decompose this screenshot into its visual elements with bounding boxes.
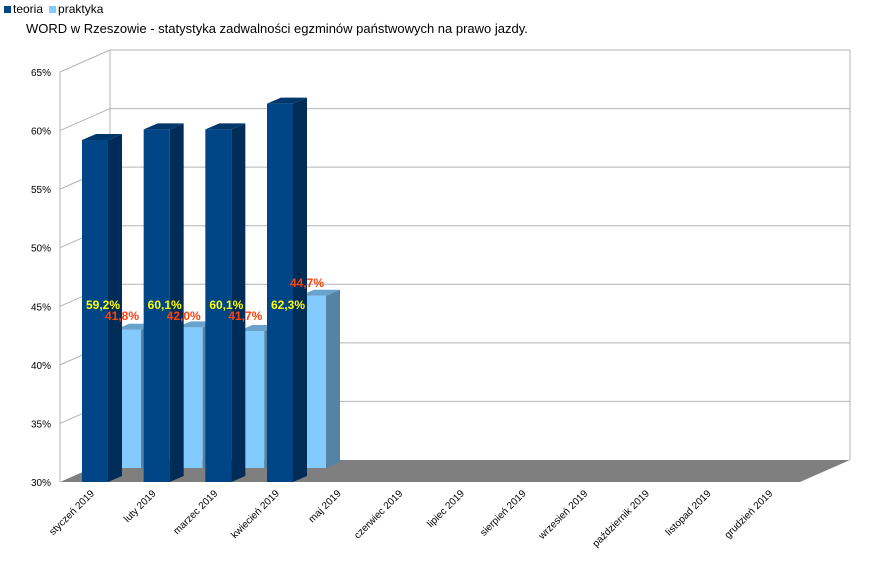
y-tick-label: 35% (31, 419, 51, 430)
x-tick-label: lipiec 2019 (425, 488, 467, 530)
data-label-teoria: 59,2% (86, 298, 120, 312)
chart-legend: teoria praktyka (4, 2, 103, 16)
x-tick-label: wrzesień 2019 (536, 488, 590, 542)
bar-praktyka-side (326, 289, 340, 468)
bar-teoria-top (267, 97, 307, 104)
bar-teoria-side (169, 123, 184, 483)
x-tick-label: październik 2019 (591, 488, 653, 550)
bar-teoria-side (108, 133, 122, 482)
y-tick-label: 55% (31, 185, 51, 196)
data-label-praktyka: 44,7% (290, 276, 324, 290)
x-tick-label: maj 2019 (307, 488, 344, 525)
bar-teoria-top (143, 123, 184, 130)
bar-teoria (205, 129, 232, 482)
data-label-teoria: 62,3% (271, 298, 305, 312)
bar-teoria-top (205, 123, 246, 130)
x-tick-label: marzec 2019 (172, 488, 221, 537)
bar-teoria (143, 129, 170, 482)
bar-teoria-side (231, 123, 246, 483)
legend-swatch-praktyka (49, 5, 57, 13)
data-label-praktyka: 41,7% (228, 309, 262, 323)
data-label-praktyka: 42,0% (167, 309, 201, 323)
gridline-side (59, 108, 111, 132)
y-tick-label: 40% (31, 361, 51, 372)
y-tick-label: 45% (31, 302, 51, 313)
gridline-side (59, 49, 111, 73)
x-tick-label: kwiecień 2019 (229, 488, 282, 541)
legend-item-teoria: teoria (4, 2, 43, 16)
bar-teoria-top (82, 133, 122, 140)
y-tick-label: 50% (31, 244, 51, 255)
data-label-praktyka: 41,8% (105, 309, 139, 323)
y-tick-label: 60% (31, 127, 51, 138)
legend-item-praktyka: praktyka (49, 2, 103, 16)
x-tick-label: luty 2019 (122, 488, 159, 525)
x-tick-label: styczeń 2019 (48, 488, 98, 538)
x-tick-label: sierpień 2019 (478, 488, 529, 539)
legend-label-praktyka: praktyka (58, 2, 104, 16)
legend-swatch-teoria (4, 5, 11, 13)
bar-teoria (267, 103, 293, 482)
data-label-teoria: 60,1% (148, 298, 182, 312)
x-tick-label: grudzień 2019 (723, 488, 776, 541)
bar-praktyka-top (300, 289, 340, 296)
x-tick-label: listopad 2019 (664, 488, 714, 538)
y-tick-label: 65% (31, 68, 51, 79)
data-label-teoria: 60,1% (209, 298, 243, 312)
bar-teoria (82, 139, 108, 482)
x-tick-label: czerwiec 2019 (352, 488, 405, 541)
legend-label-teoria: teoria (13, 2, 44, 16)
bar-teoria-side (293, 97, 307, 482)
chart-title: WORD w Rzeszowie - statystyka zadwalnośc… (26, 21, 528, 36)
y-tick-label: 30% (31, 478, 51, 489)
